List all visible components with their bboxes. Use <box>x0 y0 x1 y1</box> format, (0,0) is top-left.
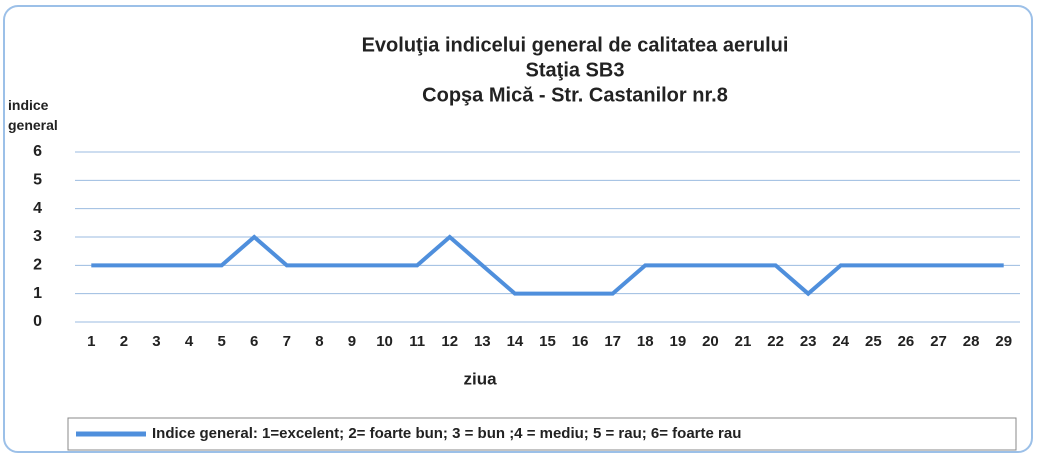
x-tick-label: 9 <box>348 333 356 350</box>
x-tick-label: 1 <box>87 333 95 350</box>
x-axis-label: ziua <box>463 369 497 388</box>
x-tick-label: 12 <box>441 333 458 350</box>
x-tick-label: 25 <box>865 333 882 350</box>
x-tick-label: 20 <box>702 333 719 350</box>
x-tick-label: 22 <box>767 333 784 350</box>
y-tick-label: 4 <box>33 200 42 217</box>
y-tick-label: 5 <box>33 172 42 189</box>
y-tick-label: 2 <box>33 257 42 274</box>
x-tick-label: 13 <box>474 333 491 350</box>
y-tick-label: 3 <box>33 228 42 245</box>
x-tick-label: 29 <box>995 333 1012 350</box>
data-line <box>91 234 1004 297</box>
x-tick-label: 5 <box>217 333 225 350</box>
legend-box <box>67 417 1017 451</box>
x-tick-label: 11 <box>409 333 425 350</box>
x-tick-label: 28 <box>963 333 980 350</box>
chart-title: Evoluţia indicelui general de calitatea … <box>362 34 789 56</box>
y-axis-label-line: general <box>8 117 58 133</box>
x-tick-label: 3 <box>152 333 160 350</box>
chart-frame <box>3 5 1033 453</box>
chart-title: Staţia SB3 <box>526 59 625 81</box>
x-tick-label: 17 <box>604 333 621 350</box>
y-axis-label: indice general <box>8 97 58 133</box>
legend-label: Indice general: 1=excelent; 2= foarte bu… <box>152 425 741 442</box>
y-tick-label: 1 <box>33 285 42 302</box>
y-tick-label: 6 <box>33 143 42 160</box>
x-tick-label: 4 <box>185 333 194 350</box>
x-tick-label: 6 <box>250 333 258 350</box>
x-tick-label: 15 <box>539 333 556 350</box>
x-tick-label: 10 <box>376 333 393 350</box>
x-tick-label: 14 <box>507 333 524 350</box>
x-tick-label: 16 <box>572 333 589 350</box>
chart-title: Copşa Mică - Str. Castanilor nr.8 <box>422 84 728 106</box>
y-tick-label: 0 <box>33 313 42 330</box>
x-tick-label: 26 <box>898 333 915 350</box>
x-tick-label: 21 <box>735 333 752 350</box>
x-tick-label: 19 <box>670 333 687 350</box>
x-tick-label: 24 <box>832 333 849 350</box>
x-tick-label: 23 <box>800 333 817 350</box>
x-tick-label: 8 <box>315 333 323 350</box>
x-tick-label: 7 <box>283 333 291 350</box>
x-tick-label: 18 <box>637 333 654 350</box>
y-axis-label-line: indice <box>8 97 49 113</box>
x-tick-label: 2 <box>120 333 128 350</box>
x-tick-label: 27 <box>930 333 947 350</box>
